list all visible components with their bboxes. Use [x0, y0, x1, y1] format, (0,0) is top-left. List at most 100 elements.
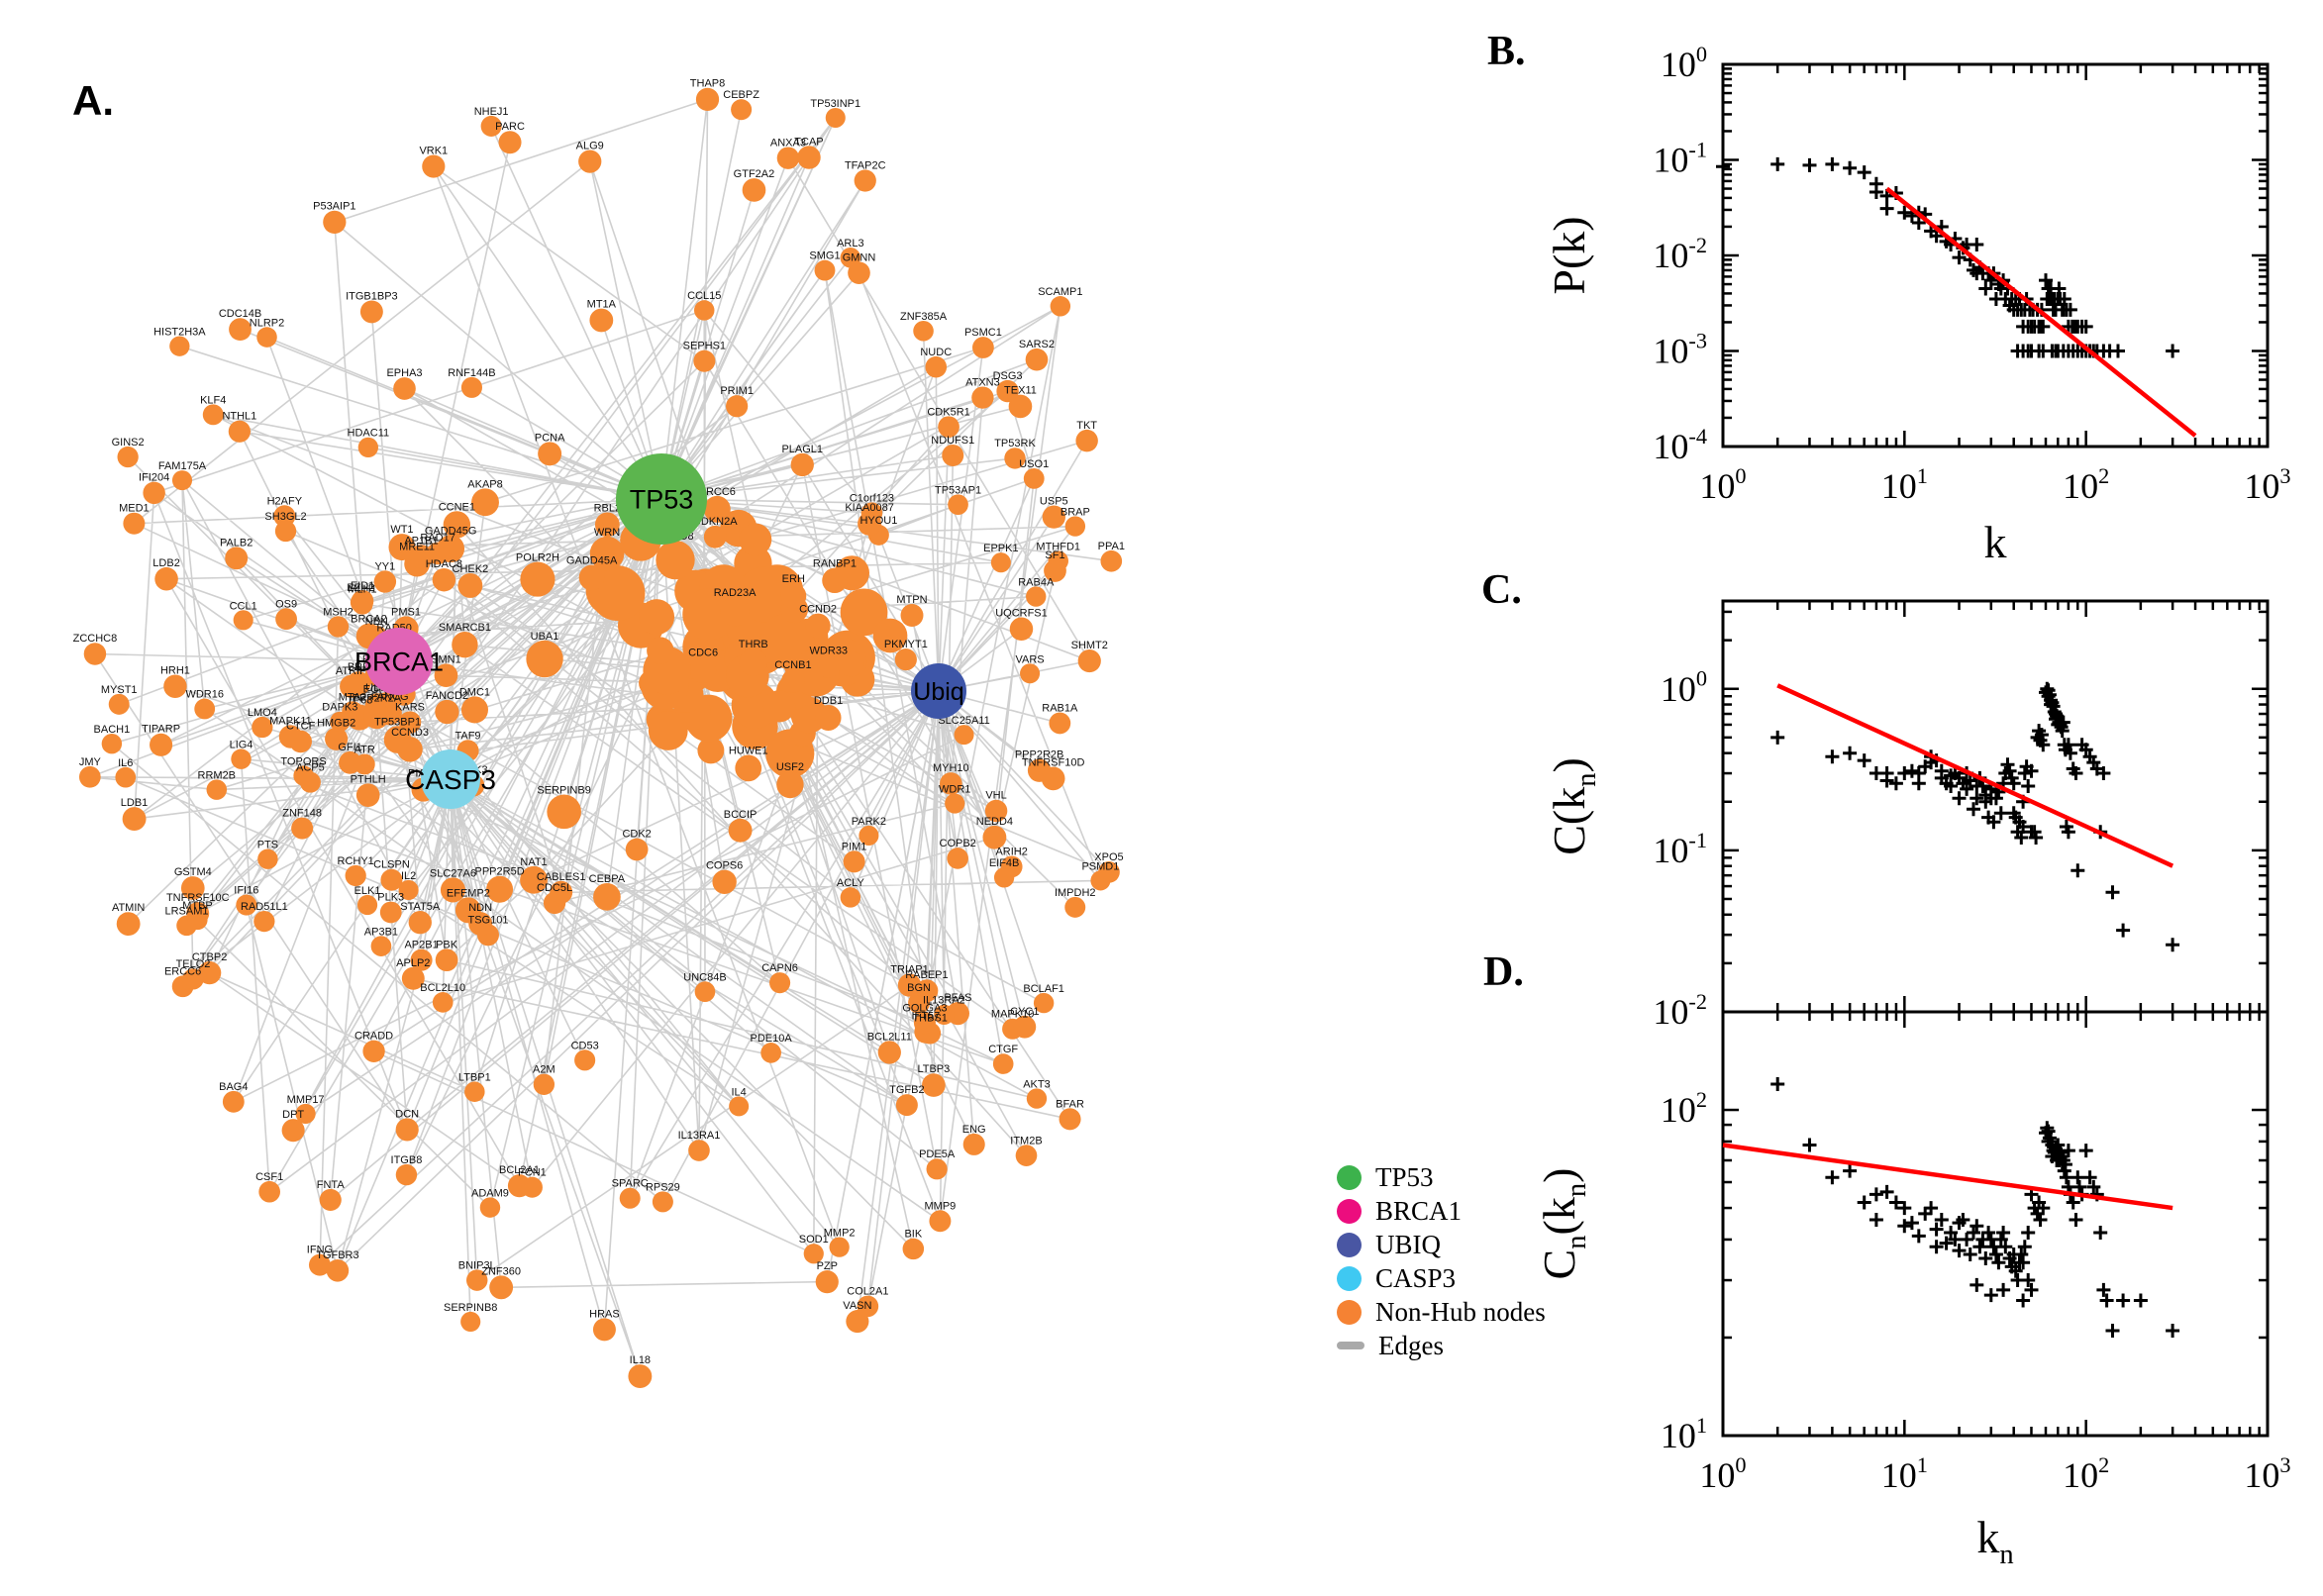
network-node — [803, 1244, 824, 1264]
network-node-label: IL13RA2 — [923, 995, 965, 1007]
plot-frame — [1721, 62, 2270, 449]
network-node — [440, 877, 466, 903]
network-node — [574, 1049, 596, 1071]
network-node-label: CDC6 — [688, 648, 718, 659]
network-node-label: ACLY — [837, 877, 865, 889]
network-node — [790, 452, 814, 477]
network-node-label: WDR1 — [939, 783, 970, 795]
network-node-label: PTS — [257, 839, 278, 850]
network-node — [1059, 1108, 1081, 1131]
network-node-label: CSF1 — [255, 1171, 283, 1183]
network-node-label: HRAS — [589, 1308, 620, 1320]
network-node — [929, 1210, 952, 1233]
network-node-label: NTHL1 — [222, 411, 256, 423]
network-node-label: RCHY1 — [338, 855, 374, 867]
network-node — [143, 481, 165, 505]
network-node — [281, 1119, 305, 1143]
network-node-label: AP2B1 — [404, 940, 438, 951]
network-node — [682, 588, 735, 641]
network-node-label: PFAS — [944, 992, 971, 1004]
network-node — [689, 656, 717, 684]
network-node-label: TSG101 — [467, 914, 508, 926]
svg-text:101​: 101​ — [1881, 1452, 1928, 1495]
network-node — [1027, 758, 1052, 782]
network-node — [169, 336, 190, 356]
network-node — [117, 446, 139, 468]
network-node — [720, 596, 751, 627]
network-node-label: PLAGL1 — [781, 444, 823, 455]
network-node-label: MAPK10 — [991, 1009, 1034, 1021]
network-node — [1004, 448, 1026, 469]
y-axis-title: Cn​(kn​) — [1534, 1168, 1592, 1280]
network-node-label: ELK1 — [354, 885, 381, 897]
legend-label: UBIQ — [1375, 1229, 1441, 1259]
network-node — [228, 420, 252, 443]
network-node-label: ADAM9 — [471, 1187, 509, 1199]
network-node — [356, 894, 378, 916]
panel-d-plot: 100​101​102​103​101​102​Cn​(kn​)kn​ — [1534, 1010, 2291, 1570]
network-node-label: PCNA — [535, 432, 565, 444]
network-node — [380, 868, 403, 891]
network-node-label: BCL2L11 — [867, 1031, 912, 1043]
network-node-label: MMP2 — [824, 1228, 856, 1240]
network-node-label: PPP2R2A — [353, 693, 402, 705]
network-node-label: COPB2 — [940, 838, 976, 849]
network-node-label: APLP2 — [396, 957, 430, 969]
network-node-label: TEX11 — [1004, 385, 1037, 397]
network-node-label: AP3B1 — [364, 926, 398, 938]
node-swatch-icon — [1337, 1299, 1362, 1325]
network-node — [452, 632, 478, 658]
network-node-label: CYC1 — [1010, 1006, 1039, 1018]
network-node-label: MMP17 — [287, 1094, 325, 1106]
network-node — [171, 470, 193, 491]
network-node-label: ITM2B — [1010, 1135, 1042, 1147]
network-node-label: SERPINB9 — [537, 785, 590, 797]
network-node — [351, 589, 374, 613]
network-node-label: VHL — [985, 790, 1006, 802]
network-node — [926, 1158, 948, 1180]
network-node — [760, 1043, 781, 1063]
network-node — [330, 711, 351, 732]
network-node — [962, 1133, 985, 1155]
network-node-label: PTHLH — [351, 773, 386, 785]
network-node-label: SLC27A6 — [430, 867, 476, 879]
network-node-label: BIK — [904, 1229, 922, 1241]
network-node — [498, 131, 522, 154]
network-node — [379, 901, 402, 924]
network-node — [925, 355, 948, 378]
network-node — [466, 1269, 488, 1291]
network-node — [122, 807, 147, 832]
node-swatch-icon — [1337, 1265, 1362, 1291]
network-node-label: LMO4 — [248, 707, 277, 719]
network-node — [776, 770, 804, 799]
network-node — [460, 1311, 481, 1333]
network-node — [116, 912, 141, 937]
legend-item-brca1: BRCA1 — [1337, 1194, 1546, 1228]
network-node-label: ARIH2 — [995, 846, 1027, 857]
network-node-label: NDUFS1 — [931, 435, 974, 447]
network-node — [295, 1103, 316, 1124]
network-node — [346, 671, 371, 696]
network-node — [945, 793, 965, 814]
network-node — [362, 1040, 385, 1062]
network-node — [913, 320, 934, 342]
y-axis-title: P(k) — [1544, 216, 1594, 294]
network-node — [982, 825, 1007, 849]
network-node-label: BNIP3L — [458, 1259, 496, 1271]
network-node-label: FAM175A — [158, 460, 207, 472]
network-node-label: JMY — [79, 756, 102, 768]
network-node-label: WT1 — [390, 524, 413, 536]
network-node-label: VARS — [1016, 653, 1045, 665]
network-node-label: KARS — [395, 701, 425, 713]
network-node — [520, 561, 556, 597]
network-node-label: MAPK11 — [269, 715, 312, 727]
network-node-label: UQCRFS1 — [995, 608, 1048, 620]
network-node-label: C1orf123 — [850, 492, 894, 504]
network-node-label: ENG — [962, 1124, 986, 1136]
svg-text:10-3​: 10-3​ — [1653, 328, 1707, 370]
network-node — [388, 534, 416, 561]
network-node — [225, 547, 249, 570]
network-node — [206, 779, 228, 800]
axis-tick-labels: 100​101​102​103​101​102​ — [1661, 1087, 2291, 1495]
network-node — [729, 1096, 750, 1117]
